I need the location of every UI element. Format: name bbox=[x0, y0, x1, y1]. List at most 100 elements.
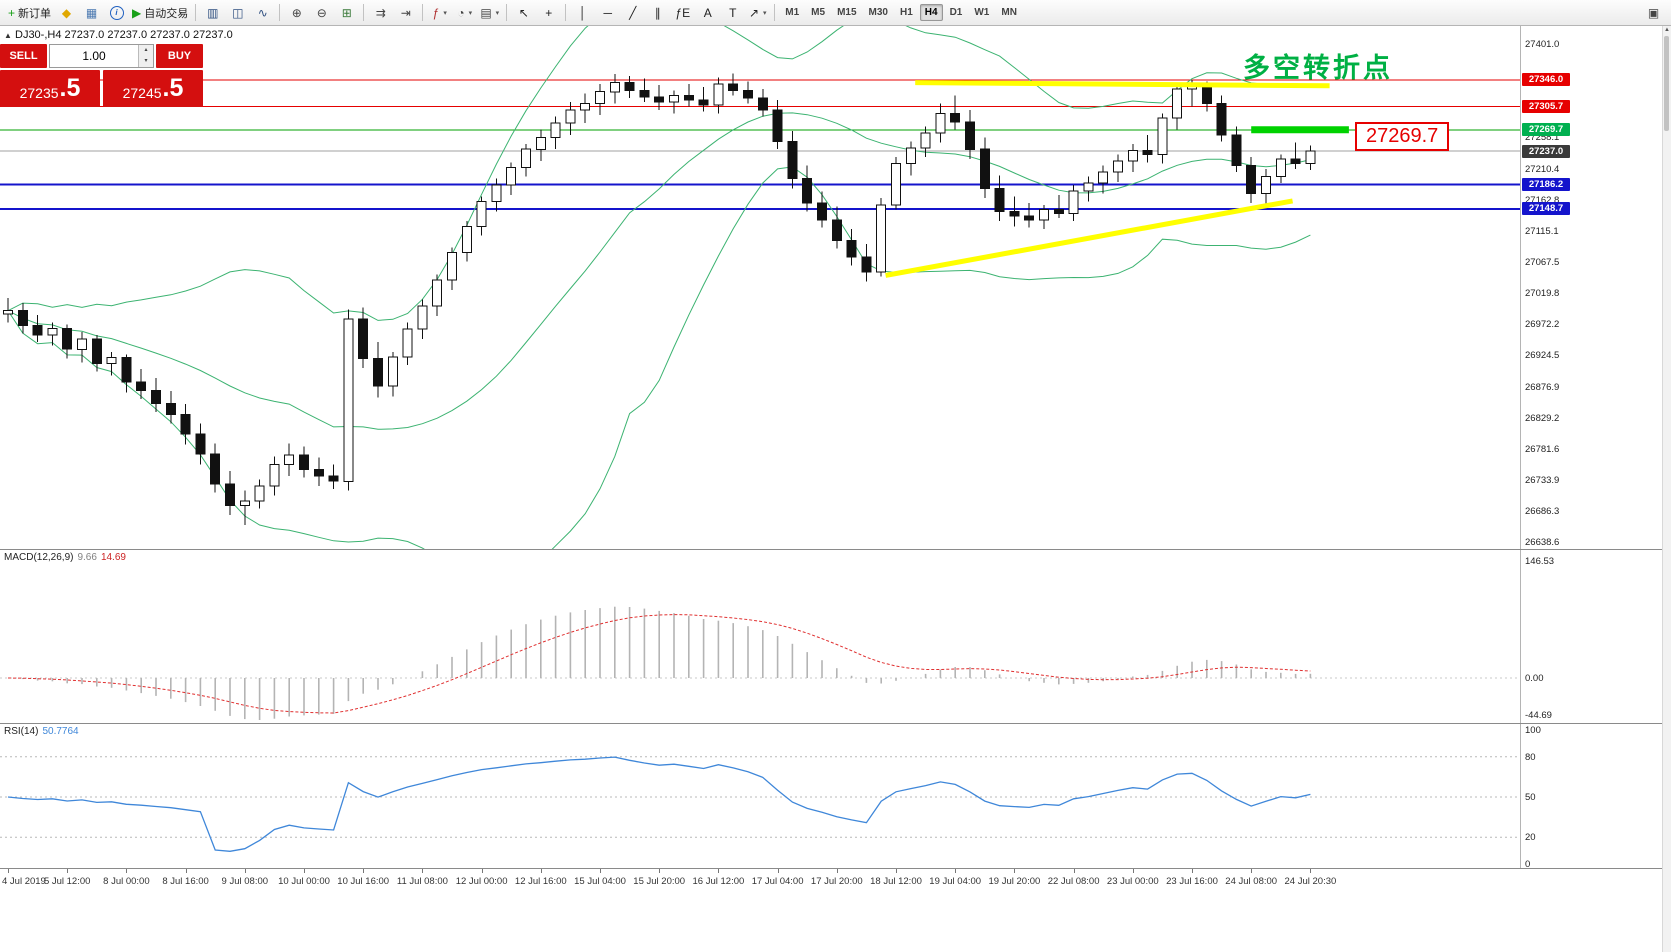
candle-body bbox=[106, 357, 117, 365]
main-chart[interactable] bbox=[0, 26, 1520, 549]
time-axis-label: 8 Jul 00:00 bbox=[103, 876, 150, 887]
timeframe-button-m15[interactable]: M15 bbox=[837, 7, 857, 18]
time-axis-tick bbox=[1310, 869, 1312, 873]
candle bbox=[994, 175, 1005, 222]
timeframe-button-mn[interactable]: MN bbox=[1001, 7, 1017, 18]
candle bbox=[1142, 134, 1153, 163]
buy-button[interactable]: BUY bbox=[156, 44, 203, 68]
candle-body bbox=[195, 433, 206, 455]
candle-body bbox=[225, 483, 235, 506]
sound-button[interactable]: ◆ bbox=[54, 2, 79, 24]
collapse-panel-icon[interactable]: ▲ bbox=[4, 31, 12, 40]
bars-chart-button[interactable]: ▥ bbox=[200, 2, 225, 24]
toolbar-button-label: 自动交易 bbox=[144, 7, 189, 20]
timeframe-button-d1[interactable]: D1 bbox=[949, 7, 963, 18]
scroll-up-icon[interactable]: ▲ bbox=[1664, 27, 1670, 33]
price-tick: 27210.4 bbox=[1525, 163, 1560, 175]
candle bbox=[654, 85, 665, 110]
rsi-axis-label: 20 bbox=[1525, 832, 1536, 844]
scrollbar-thumb[interactable] bbox=[1664, 36, 1669, 131]
candle bbox=[373, 342, 383, 398]
timeframe-button-m5[interactable]: M5 bbox=[811, 7, 826, 18]
candle bbox=[432, 274, 443, 316]
charts-button[interactable]: ▦ bbox=[79, 2, 104, 24]
text-button[interactable]: A bbox=[695, 2, 720, 24]
dropdown-arrow-icon[interactable]: ▾ bbox=[443, 9, 447, 17]
fibonacci-button[interactable]: ƒE bbox=[670, 2, 695, 24]
dropdown-arrow-icon[interactable]: ▾ bbox=[468, 9, 473, 17]
fibonacci-icon: ƒE bbox=[675, 5, 691, 20]
candle-body bbox=[609, 82, 620, 93]
timeframe-button-w1[interactable]: W1 bbox=[974, 7, 990, 18]
turning-point-annotation[interactable]: 多空转折点 bbox=[1243, 53, 1393, 83]
buy-price[interactable]: 27245.5 bbox=[103, 70, 203, 107]
candle-body bbox=[979, 148, 990, 189]
arrows-button[interactable]: ↗ ▾ bbox=[745, 2, 770, 24]
macd-chart[interactable] bbox=[0, 550, 1520, 723]
vertical-line-button[interactable]: │ bbox=[570, 2, 595, 24]
line-chart-button[interactable]: ∿ bbox=[250, 2, 275, 24]
price-badge: 27305.7 bbox=[1522, 99, 1570, 113]
timeframe-button-m30[interactable]: M30 bbox=[868, 7, 888, 18]
candlestick-chart-button[interactable]: ◫ bbox=[225, 2, 250, 24]
volume-value[interactable]: 1.00 bbox=[82, 49, 106, 63]
timeframe-button-h1[interactable]: H1 bbox=[899, 7, 913, 18]
dropdown-arrow-icon[interactable]: ▾ bbox=[495, 9, 500, 17]
price-tick: 27401.0 bbox=[1525, 39, 1560, 50]
time-axis-label: 22 Jul 08:00 bbox=[1047, 876, 1100, 887]
text-icon: A bbox=[703, 5, 712, 20]
candle-body bbox=[713, 83, 724, 106]
candle bbox=[1068, 185, 1079, 222]
volume-down-button[interactable]: ▾ bbox=[139, 56, 153, 67]
trendline-button[interactable]: ╱ bbox=[620, 2, 645, 24]
candle-body bbox=[1113, 160, 1123, 173]
label-button[interactable]: T bbox=[720, 2, 745, 24]
bollinger-upper-band bbox=[7, 26, 1311, 321]
periods-button[interactable]: ◔ ▾ bbox=[452, 2, 477, 24]
toolbox-button[interactable]: ▣ bbox=[1641, 2, 1666, 24]
sell-button[interactable]: SELL bbox=[0, 44, 47, 68]
templates-button[interactable]: ▤ ▾ bbox=[477, 2, 502, 24]
indicators-button[interactable]: ƒ ▾ bbox=[427, 2, 452, 24]
volume-up-button[interactable]: ▴ bbox=[139, 45, 153, 56]
candle bbox=[121, 354, 132, 393]
new-order-button[interactable]: + 新订单 bbox=[5, 2, 54, 24]
price-box-annotation[interactable]: 27269.7 bbox=[1355, 122, 1450, 151]
price-axis[interactable]: 27401.0 27258.1 27210.4 27162.8 27115.1 27067… bbox=[1520, 26, 1664, 870]
candle bbox=[861, 244, 872, 282]
candle-body bbox=[387, 356, 398, 387]
auto-scroll-button[interactable]: ⇉ bbox=[368, 2, 393, 24]
timeframe-button-m1[interactable]: M1 bbox=[785, 7, 800, 18]
candle bbox=[935, 103, 946, 143]
candle-body bbox=[165, 403, 176, 416]
sell-price[interactable]: 27235.5 bbox=[0, 70, 100, 107]
autotrading-button[interactable]: ▶ 自动交易 bbox=[129, 2, 191, 24]
bars-chart-icon: ▥ bbox=[207, 5, 219, 20]
zoom-out-button[interactable]: ⊖ bbox=[309, 2, 334, 24]
channel-button[interactable]: ∥ bbox=[645, 2, 670, 24]
cursor-button[interactable]: ↖ bbox=[511, 2, 536, 24]
info-button[interactable]: i bbox=[104, 2, 129, 24]
candle-body bbox=[565, 109, 576, 124]
timeframe-button-h4[interactable]: H4 bbox=[919, 4, 943, 21]
yellow-trendline-upper[interactable] bbox=[915, 80, 1330, 89]
horizontal-line-button[interactable]: ─ bbox=[595, 2, 620, 24]
panel-separator[interactable] bbox=[0, 549, 1663, 550]
yellow-trendline-lower[interactable] bbox=[885, 198, 1294, 278]
candle-body bbox=[1068, 190, 1079, 214]
vertical-scrollbar[interactable]: ▲ bbox=[1662, 26, 1671, 952]
price-badge: 27237.0 bbox=[1522, 144, 1570, 158]
rsi-chart[interactable] bbox=[0, 724, 1520, 868]
zoom-in-button[interactable]: ⊕ bbox=[284, 2, 309, 24]
time-axis[interactable]: 4 Jul 2019 5 Jul 12:00 8 Jul 00:00 8 Jul 16… bbox=[0, 868, 1663, 893]
volume-field[interactable]: 1.00 ▴ ▾ bbox=[49, 44, 154, 68]
chart-shift-button[interactable]: ⇥ bbox=[393, 2, 418, 24]
tile-windows-button[interactable]: ⊞ bbox=[334, 2, 359, 24]
zoom-in-icon: ⊕ bbox=[291, 5, 302, 20]
crosshair-button[interactable]: + bbox=[536, 2, 561, 24]
candle bbox=[225, 470, 235, 516]
bollinger-middle-band bbox=[7, 112, 1311, 430]
panel-separator[interactable] bbox=[0, 723, 1663, 724]
dropdown-arrow-icon[interactable]: ▾ bbox=[763, 9, 767, 17]
candle bbox=[461, 221, 472, 262]
